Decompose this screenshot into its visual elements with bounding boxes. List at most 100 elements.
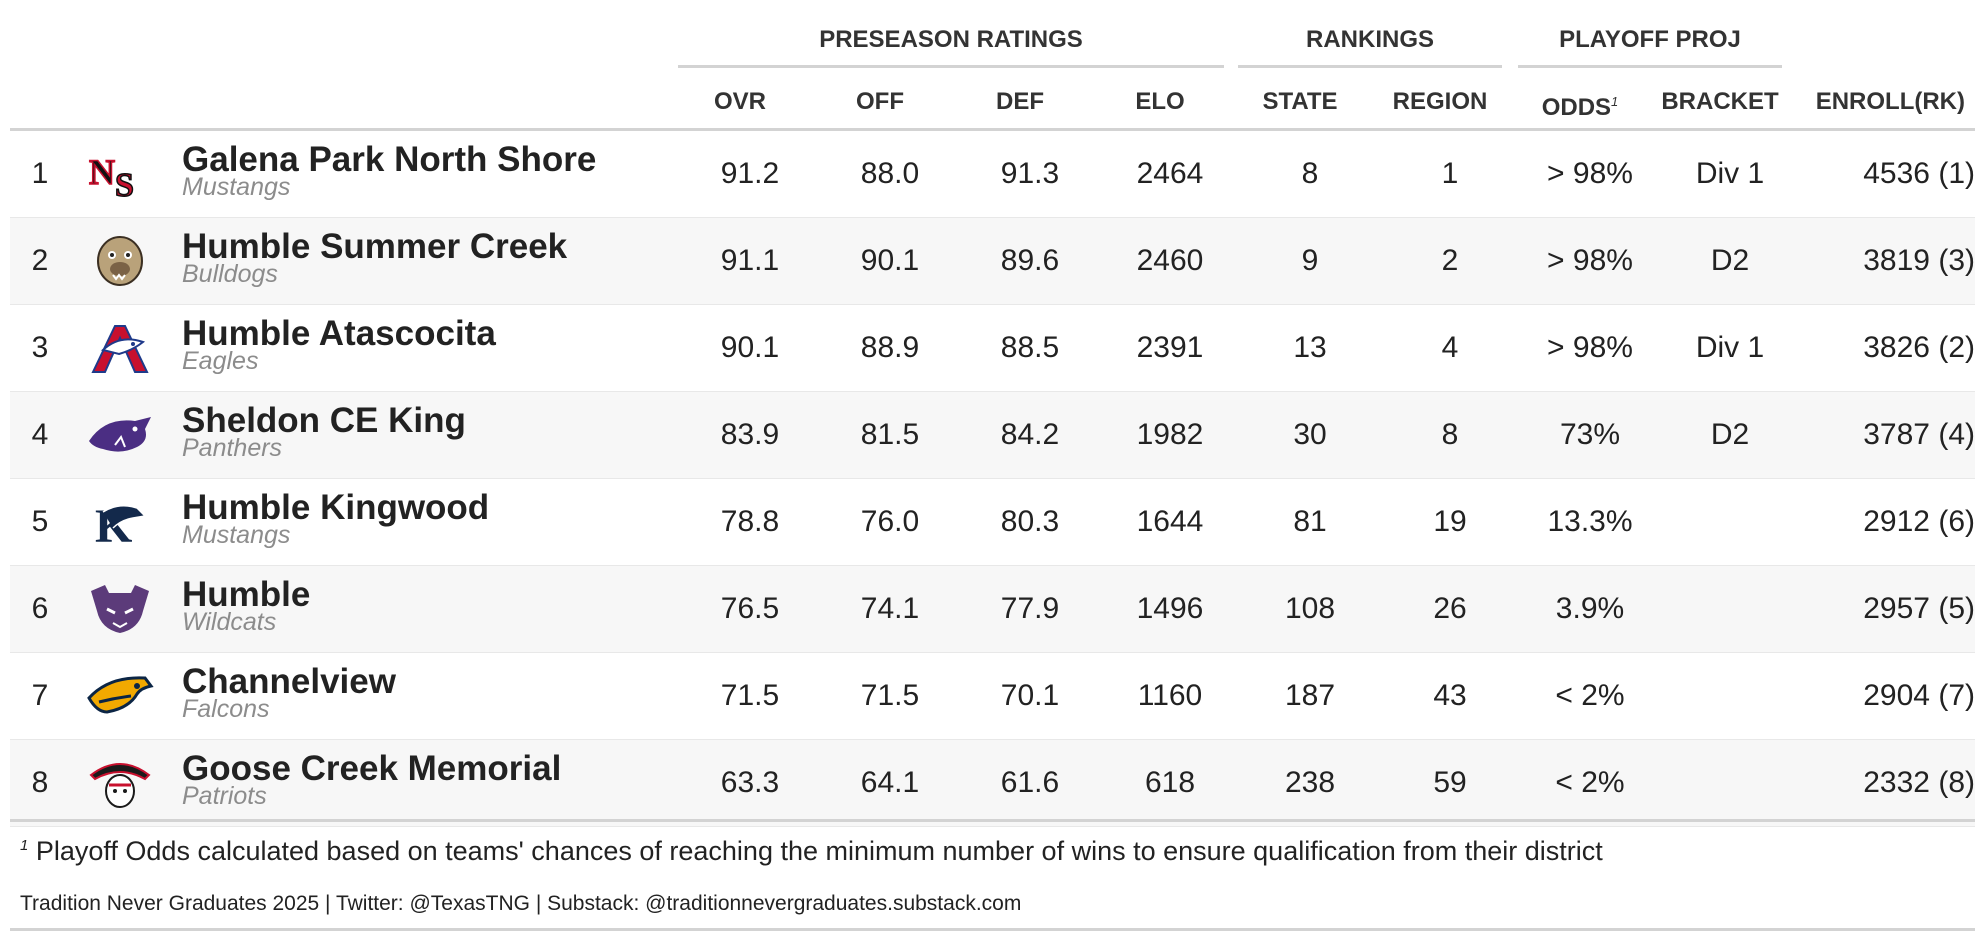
team-name: Sheldon CE King [182, 401, 466, 440]
enrollment-cell: 2912 (6) [1863, 505, 1975, 538]
region-rank-cell: 26 [1433, 592, 1467, 625]
region-rank-cell: 2 [1441, 244, 1459, 277]
col-head-bracket: BRACKET [1661, 88, 1779, 115]
enrollment-cell: 2904 (7) [1863, 679, 1975, 712]
team-cell: Channelview Falcons [182, 662, 396, 723]
state-rank-cell: 238 [1284, 766, 1336, 799]
team-mascot: Wildcats [182, 608, 277, 636]
spanner-rankings: RANKINGS [1238, 24, 1502, 68]
col-head-def: DEF [996, 88, 1044, 115]
col-head-odds: ODDS1 [1510, 84, 1650, 121]
team-cell: Galena Park North Shore Mustangs [182, 140, 597, 201]
rank-cell: 1 [31, 157, 49, 190]
bracket-cell: Div 1 [1695, 331, 1765, 364]
col-head-state: STATE [1262, 88, 1338, 115]
def-cell: 70.1 [1000, 679, 1060, 712]
off-cell: 71.5 [860, 679, 920, 712]
enrollment-cell: 3787 (4) [1863, 418, 1975, 451]
off-cell: 90.1 [860, 244, 920, 277]
off-cell: 88.0 [860, 157, 920, 190]
playoff-odds-cell: > 98% [1547, 244, 1633, 277]
rank-cell: 2 [31, 244, 49, 277]
state-rank-cell: 9 [1301, 244, 1319, 277]
def-cell: 84.2 [1000, 418, 1060, 451]
rank-cell: 3 [31, 331, 49, 364]
header-rule [10, 128, 1975, 131]
elo-cell: 618 [1144, 766, 1196, 799]
table-row: 7 Channelview Falcons 71.5 71.5 70.1 1160 187 43… [10, 653, 1975, 740]
bottom-rule [10, 928, 1975, 931]
def-cell: 91.3 [1000, 157, 1060, 190]
falcon-logo [85, 668, 155, 724]
playoff-odds-cell: < 2% [1555, 679, 1625, 712]
state-rank-cell: 187 [1284, 679, 1336, 712]
rank-cell: 8 [31, 766, 49, 799]
team-name: Humble Summer Creek [182, 227, 568, 266]
footnote-marker: 1 [1611, 94, 1619, 109]
off-cell: 81.5 [860, 418, 920, 451]
team-mascot: Panthers [182, 434, 283, 462]
rank-cell: 7 [31, 679, 49, 712]
bracket-cell: D2 [1710, 418, 1750, 451]
col-head-region: REGION [1392, 88, 1488, 115]
enrollment-cell: 3826 (2) [1863, 331, 1975, 364]
playoff-odds-cell: 73% [1559, 418, 1621, 451]
def-cell: 88.5 [1000, 331, 1060, 364]
enrollment-cell: 3819 (3) [1863, 244, 1975, 277]
playoff-odds-cell: > 98% [1547, 331, 1633, 364]
off-cell: 74.1 [860, 592, 920, 625]
elo-cell: 2460 [1136, 244, 1204, 277]
ovr-cell: 91.2 [720, 157, 780, 190]
team-cell: Humble Kingwood Mustangs [182, 489, 489, 548]
region-rank-cell: 8 [1441, 418, 1459, 451]
ovr-cell: 78.8 [720, 505, 780, 538]
team-name: Galena Park North Shore [182, 140, 597, 179]
col-head-off: OFF [856, 88, 904, 115]
elo-cell: 1496 [1136, 592, 1204, 625]
team-mascot: Falcons [182, 695, 270, 723]
kingwood-logo: K [85, 494, 155, 553]
ovr-cell: 71.5 [720, 679, 780, 712]
table-row: 2 Humble Summer Creek Bulldogs 91.1 90.1 89.6… [10, 218, 1975, 305]
state-rank-cell: 30 [1293, 418, 1327, 451]
elo-cell: 1982 [1136, 418, 1204, 451]
ovr-cell: 83.9 [720, 418, 780, 451]
state-rank-cell: 13 [1293, 331, 1327, 364]
bracket-cell [1660, 653, 1800, 739]
footnote-text: Playoff Odds calculated based on teams' … [35, 836, 1603, 866]
team-mascot: Mustangs [182, 173, 291, 201]
team-cell: Goose Creek Memorial Patriots [182, 749, 562, 810]
bracket-cell: D2 [1710, 244, 1750, 277]
table-row: 1 N S Galena Park North Shore Mustangs 91.2 88… [10, 131, 1975, 218]
elo-cell: 2391 [1136, 331, 1204, 364]
elo-cell: 2464 [1136, 157, 1204, 190]
panther-logo [85, 407, 155, 463]
svg-text:S: S [115, 167, 134, 202]
elo-cell: 1644 [1136, 505, 1204, 538]
ovr-cell: 90.1 [720, 331, 780, 364]
bracket-cell [1660, 740, 1800, 826]
table-row: 3 Humble Atascocita Eagles 90.1 88.9 88.5 2391… [10, 305, 1975, 392]
eagle-logo [85, 320, 155, 376]
state-rank-cell: 108 [1284, 592, 1336, 625]
team-cell: Humble Summer Creek Bulldogs [182, 227, 568, 287]
ovr-cell: 76.5 [720, 592, 780, 625]
team-mascot: Patriots [182, 782, 267, 810]
region-rank-cell: 1 [1441, 157, 1459, 190]
col-head-ovr: OVR [713, 88, 766, 115]
playoff-odds-cell: < 2% [1555, 766, 1625, 799]
rank-cell: 6 [31, 592, 49, 625]
off-cell: 88.9 [860, 331, 920, 364]
enrollment-cell: 2957 (5) [1863, 592, 1975, 625]
footnote: 1 Playoff Odds calculated based on teams… [20, 836, 1603, 867]
state-rank-cell: 81 [1293, 505, 1327, 538]
off-cell: 64.1 [860, 766, 920, 799]
team-name: Channelview [182, 662, 396, 701]
region-rank-cell: 19 [1433, 505, 1467, 538]
bracket-cell: Div 1 [1695, 157, 1765, 190]
off-cell: 76.0 [860, 505, 920, 538]
team-name: Humble Atascocita [182, 314, 496, 353]
table-body: 1 N S Galena Park North Shore Mustangs 91.2 88… [10, 131, 1975, 827]
team-name: Goose Creek Memorial [182, 749, 562, 788]
